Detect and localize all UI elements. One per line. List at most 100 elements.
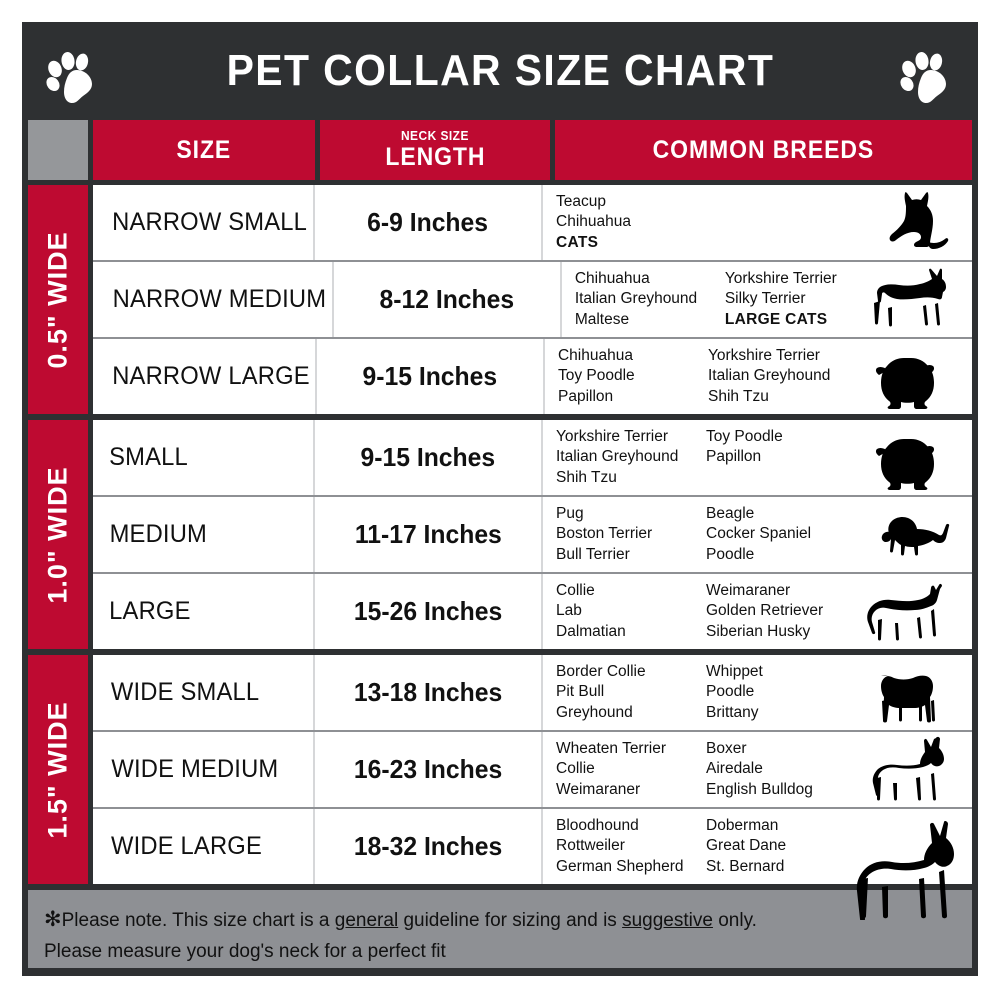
- breed-name: Toy Poodle: [706, 428, 783, 446]
- table-row[interactable]: NARROW SMALL 6-9 Inches Teacup Chihuahua CAT…: [93, 185, 972, 262]
- pet-collar-size-chart: PET COLLAR SIZE CHART SIZE NECK SIZE: [22, 22, 978, 976]
- breed-column-1: Chihuahua Italian Greyhound Maltese: [575, 269, 725, 329]
- breed-name: English Bulldog: [706, 780, 813, 798]
- table-row[interactable]: WIDE MEDIUM 16-23 Inches Wheaten Terrier Co…: [93, 732, 972, 809]
- width-group: 1.5" WIDE WIDE SMALL 13-18 Inches Border Co…: [28, 655, 972, 920]
- group-label-1: 0.5" WIDE: [28, 185, 88, 414]
- breed-name: Yorkshire Terrier: [724, 270, 837, 288]
- breed-name: Papillon: [706, 448, 762, 466]
- group-rows: WIDE SMALL 13-18 Inches Border Collie Pit B…: [93, 655, 972, 920]
- breed-name: Shih Tzu: [707, 387, 769, 405]
- breed-name: Teacup: [556, 193, 606, 211]
- breed-name: Yorkshire Terrier: [707, 347, 820, 365]
- table-row[interactable]: NARROW LARGE 9-15 Inches Chihuahua Toy Pood…: [93, 339, 972, 414]
- cell-size: WIDE MEDIUM: [93, 732, 315, 807]
- size-table: SIZE NECK SIZE LENGTH COMMON BREEDS 0.5"…: [22, 120, 978, 920]
- cell-common-breeds: Chihuahua Italian Greyhound Maltese Yorkshi…: [562, 262, 972, 337]
- table-row[interactable]: LARGE 15-26 Inches Collie Lab Dalmatian Weima…: [93, 574, 972, 649]
- neck-length-value: 18-32 Inches: [353, 831, 503, 861]
- size-label: MEDIUM: [109, 520, 208, 548]
- group-label-text: 1.5" WIDE: [42, 700, 73, 839]
- breed-name: Dalmatian: [556, 622, 626, 640]
- table-header-row: SIZE NECK SIZE LENGTH COMMON BREEDS: [28, 120, 972, 180]
- neck-length-value: 16-23 Inches: [353, 754, 503, 784]
- cell-neck-length: 15-26 Inches: [315, 574, 543, 649]
- neck-length-value: 9-15 Inches: [362, 361, 498, 391]
- cell-common-breeds: Yorkshire Terrier Italian Greyhound Shih T…: [543, 420, 972, 495]
- breed-name: Chihuahua: [556, 213, 631, 231]
- breed-column-1: Border Collie Pit Bull Greyhound: [556, 662, 706, 722]
- column-header-size: SIZE: [93, 120, 315, 180]
- breed-name: Weimaraner: [556, 780, 641, 798]
- breed-name: Wheaten Terrier: [556, 740, 666, 758]
- breed-name: Toy Poodle: [557, 367, 635, 385]
- cell-size: WIDE LARGE: [93, 809, 315, 884]
- breed-column-2: Weimaraner Golden Retriever Siberian Husky: [706, 581, 856, 641]
- size-label: WIDE LARGE: [110, 832, 263, 860]
- breed-column-2: Toy Poodle Papillon: [706, 427, 856, 487]
- breed-column-1: Pug Boston Terrier Bull Terrier: [556, 504, 706, 564]
- cell-size: NARROW SMALL: [93, 185, 315, 260]
- breed-name: Italian Greyhound: [574, 290, 698, 308]
- breed-columns: Collie Lab Dalmatian Weimaraner Golden Retri…: [556, 581, 972, 641]
- breed-column-2: Yorkshire Terrier Silky Terrier LARGE CATS: [725, 269, 875, 329]
- breed-columns: Wheaten Terrier Collie Weimaraner Boxer Aire…: [556, 739, 972, 799]
- breed-column-1: Wheaten Terrier Collie Weimaraner: [556, 739, 706, 799]
- table-row[interactable]: WIDE LARGE 18-32 Inches Bloodhound Rottweil…: [93, 809, 972, 920]
- breed-column-1: Bloodhound Rottweiler German Shepherd: [556, 816, 706, 876]
- table-row[interactable]: NARROW MEDIUM 8-12 Inches Chihuahua Italian…: [93, 262, 972, 339]
- breed-name: Siberian Husky: [706, 622, 811, 640]
- breed-name: Italian Greyhound: [707, 367, 831, 385]
- breed-name: Lab: [556, 602, 582, 620]
- group-rows: NARROW SMALL 6-9 Inches Teacup Chihuahua CAT…: [93, 185, 972, 414]
- breed-name: Greyhound: [556, 703, 633, 721]
- breed-name: Doberman: [706, 817, 779, 835]
- breed-column-1: Chihuahua Toy Poodle Papillon: [558, 346, 708, 406]
- table-row[interactable]: MEDIUM 11-17 Inches Pug Boston Terrier Bull …: [93, 497, 972, 574]
- table-row[interactable]: WIDE SMALL 13-18 Inches Border Collie Pit B…: [93, 655, 972, 732]
- cell-neck-length: 8-12 Inches: [334, 262, 562, 337]
- asterisk-icon: ✻: [44, 908, 62, 931]
- breed-name: Boston Terrier: [556, 525, 653, 543]
- neck-length-value: 8-12 Inches: [379, 284, 515, 314]
- breed-columns: Chihuahua Toy Poodle Papillon Yorkshire Ter…: [558, 346, 972, 406]
- size-label: WIDE SMALL: [110, 678, 260, 706]
- cell-size: SMALL: [93, 420, 315, 495]
- breed-name: German Shepherd: [556, 857, 684, 875]
- breed-name: St. Bernard: [706, 857, 785, 875]
- footnote-line-2: Please measure your dog's neck for a per…: [44, 940, 446, 962]
- cell-neck-length: 9-15 Inches: [315, 420, 543, 495]
- neck-length-value: 11-17 Inches: [354, 519, 502, 549]
- cell-common-breeds: Pug Boston Terrier Bull Terrier Beagle Cocke…: [543, 497, 972, 572]
- breed-name: Boxer: [706, 740, 747, 758]
- size-label: NARROW MEDIUM: [112, 285, 327, 313]
- table-row[interactable]: SMALL 9-15 Inches Yorkshire Terrier Italian…: [93, 420, 972, 497]
- breed-name: Great Dane: [706, 837, 787, 855]
- cell-neck-length: 6-9 Inches: [315, 185, 543, 260]
- breed-column-2: Yorkshire Terrier Italian Greyhound Shih T…: [708, 346, 858, 406]
- footnote-emphasis-general: general: [334, 910, 399, 931]
- header-corner-cell: [28, 120, 88, 180]
- neck-length-value: 15-26 Inches: [353, 596, 503, 626]
- breed-name: Cocker Spaniel: [706, 525, 812, 543]
- breed-columns: Yorkshire Terrier Italian Greyhound Shih T…: [556, 427, 972, 487]
- breed-columns: Chihuahua Italian Greyhound Maltese Yorkshi…: [575, 269, 972, 329]
- footnote-line-1: ✻Please note. This size chart is a gener…: [44, 908, 757, 931]
- cell-size: MEDIUM: [93, 497, 315, 572]
- breed-name: Weimaraner: [706, 582, 791, 600]
- breed-name: Collie: [556, 760, 595, 778]
- size-label: LARGE: [109, 597, 191, 625]
- breed-columns: Pug Boston Terrier Bull Terrier Beagle Cocke…: [556, 504, 972, 564]
- breed-name: Collie: [556, 582, 595, 600]
- size-label: SMALL: [109, 443, 188, 471]
- size-label: NARROW LARGE: [112, 362, 310, 390]
- breed-column-2: [706, 192, 856, 252]
- size-label: WIDE MEDIUM: [111, 755, 279, 783]
- cell-size: WIDE SMALL: [93, 655, 315, 730]
- cell-common-breeds: Chihuahua Toy Poodle Papillon Yorkshire Ter…: [545, 339, 972, 414]
- group-label-2: 1.0" WIDE: [28, 420, 88, 649]
- page-title: PET COLLAR SIZE CHART: [226, 46, 774, 95]
- breed-name: Whippet: [706, 663, 763, 681]
- chart-footnote: ✻Please note. This size chart is a gener…: [28, 890, 972, 968]
- breed-name: Yorkshire Terrier: [556, 428, 668, 446]
